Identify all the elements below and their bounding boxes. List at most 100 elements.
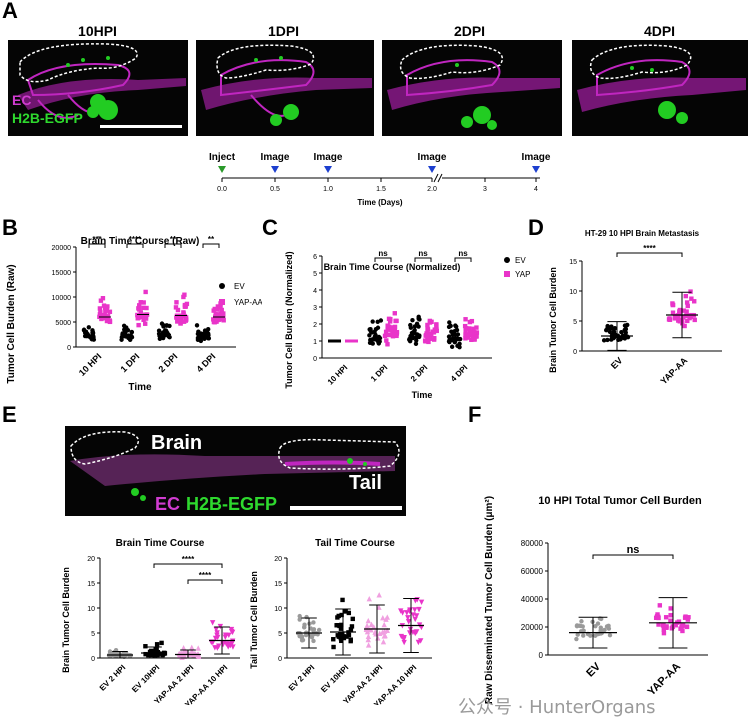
data-point (368, 626, 374, 633)
data-point (384, 614, 391, 620)
data-point (684, 624, 689, 629)
data-point (375, 325, 381, 330)
data-point (302, 624, 307, 630)
data-point (83, 329, 89, 334)
data-point (668, 613, 673, 618)
significance-label: **** (643, 244, 656, 253)
data-point (412, 327, 417, 333)
data-point (661, 627, 666, 632)
data-point (380, 614, 386, 621)
micrograph-2dpi (382, 40, 562, 136)
timeline-tick: 3 (483, 186, 487, 193)
data-point (412, 607, 418, 613)
y-tick-label: 15 (569, 259, 577, 266)
x-tick-label: EV 2 HPI (287, 663, 317, 693)
timeline-xlabel: Time (Days) (357, 198, 403, 207)
data-point (176, 316, 181, 322)
data-point (182, 302, 188, 308)
data-point (385, 327, 390, 332)
data-point (159, 640, 164, 646)
data-point (136, 306, 141, 311)
data-point (417, 638, 424, 644)
data-point (166, 334, 171, 339)
data-point (119, 337, 124, 342)
brain-label: Brain (151, 432, 203, 454)
data-point (189, 648, 195, 654)
significance-bracket (126, 243, 144, 248)
data-point (575, 632, 580, 637)
data-point (220, 317, 226, 322)
data-point (368, 337, 373, 343)
data-point (407, 630, 413, 636)
data-point (181, 310, 186, 315)
data-point (670, 302, 675, 308)
data-point (175, 307, 181, 313)
significance-label: ** (170, 235, 177, 244)
data-point (399, 610, 406, 616)
data-point (300, 637, 306, 643)
data-point (384, 338, 389, 343)
data-point (100, 296, 106, 301)
data-point (465, 332, 470, 337)
data-point (204, 328, 210, 334)
image-label: Image (261, 152, 290, 163)
data-point (676, 311, 682, 317)
data-point (680, 622, 686, 627)
data-point (427, 318, 433, 324)
data-point (195, 645, 201, 651)
data-point (413, 341, 419, 346)
image-marker (428, 166, 436, 173)
data-point (385, 342, 390, 347)
chart-title: HT-29 10 HPI Brain Metastasis (585, 229, 700, 238)
significance-label: ns (418, 249, 428, 258)
data-point (426, 339, 431, 345)
data-point (384, 627, 390, 633)
data-point (392, 332, 398, 338)
data-point (677, 309, 682, 314)
data-point (663, 615, 669, 620)
data-point (122, 327, 127, 332)
y-tick-label: 20 (87, 556, 95, 563)
y-tick-label: 5 (278, 631, 282, 638)
y-tick-label: 40000 (521, 595, 544, 604)
significance-label: **** (182, 555, 195, 564)
y-tick-label: 6 (313, 254, 317, 261)
data-point (469, 318, 475, 324)
data-point (86, 325, 92, 330)
data-point (380, 638, 387, 645)
data-point (686, 615, 691, 620)
legend-marker-yap (219, 299, 225, 305)
data-point (623, 326, 629, 332)
data-point (457, 336, 463, 342)
data-point (149, 648, 154, 654)
data-point (619, 330, 624, 335)
data-point (474, 330, 480, 335)
data-point (579, 619, 584, 624)
data-point (404, 610, 410, 616)
data-point (178, 319, 183, 324)
data-point (412, 630, 418, 637)
significance-bracket (187, 579, 223, 584)
data-point (372, 629, 378, 635)
legend-yap: YAP-AA (515, 270, 530, 279)
x-tick-label: EV (609, 355, 625, 371)
y-tick-label: 0 (313, 356, 317, 363)
data-point (129, 335, 135, 340)
data-point (376, 334, 382, 340)
data-point (385, 323, 390, 328)
data-point (370, 319, 375, 324)
injection-timeline: Inject Image Image Image Image 0.0 0.5 1… (209, 152, 551, 207)
data-point (346, 610, 352, 616)
data-point (146, 652, 151, 658)
y-tick-label: 80000 (521, 539, 544, 548)
data-point (683, 313, 689, 319)
data-point (180, 648, 187, 655)
significance-bracket (592, 554, 674, 559)
x-tick-label: EV 2 HPI (98, 663, 128, 693)
data-point (598, 628, 603, 633)
data-point (426, 336, 432, 341)
data-point (581, 633, 586, 638)
x-tick-label: 4 DPI (449, 363, 470, 384)
data-point (102, 305, 108, 311)
legend-ev: EV (515, 256, 526, 265)
